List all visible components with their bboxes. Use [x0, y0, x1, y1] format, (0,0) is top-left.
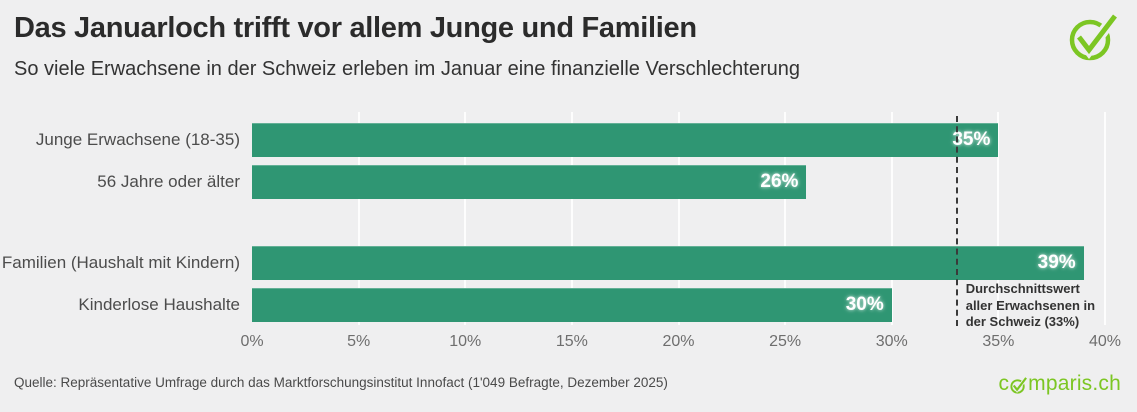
brand-suffix: mparis.ch: [1028, 372, 1121, 395]
page-subtitle: So viele Erwachsene in der Schweiz erleb…: [14, 58, 800, 80]
x-tick-label: 15%: [555, 333, 588, 350]
page-title: Das Januarloch trifft vor allem Junge un…: [14, 12, 697, 44]
gridline: [890, 112, 893, 325]
average-annotation: Durchschnittswert aller Erwachsenen in d…: [965, 281, 1096, 330]
gridline: [784, 112, 787, 325]
x-tick-label: 10%: [449, 333, 482, 350]
comparis-check-icon: [1069, 12, 1120, 61]
category-label: Kinderlose Haushalte: [78, 295, 240, 314]
x-tick-label: 5%: [347, 333, 371, 350]
comparis-logo: c mparis.ch: [998, 371, 1121, 397]
x-tick-label: 25%: [769, 333, 802, 350]
brand-prefix: c: [998, 372, 1010, 395]
gridline: [357, 112, 360, 325]
gridline: [997, 112, 1000, 325]
category-label: 56 Jahre oder älter: [97, 172, 240, 191]
category-label: Junge Erwachsene (18-35): [35, 130, 240, 149]
gridline: [677, 112, 680, 325]
category-label: Familien (Haushalt mit Kindern): [1, 253, 240, 272]
source-text: Quelle: Repräsentative Umfrage durch das…: [14, 375, 668, 390]
gridline: [570, 112, 573, 325]
x-tick-label: 40%: [1088, 333, 1122, 350]
bar-value-label: 26%: [760, 171, 799, 192]
bar: 26%: [252, 165, 807, 199]
plot-area: 35% 26% 39% 30% Durchschnittswert aller Erwa…: [252, 112, 1106, 329]
x-tick-label: 0%: [240, 333, 264, 350]
x-tick-label: 35%: [982, 333, 1015, 350]
bar: 35%: [252, 123, 999, 157]
average-line: [955, 116, 958, 326]
x-tick-label: 20%: [662, 333, 695, 350]
bar: 39%: [252, 246, 1084, 280]
bar-value-label: 35%: [952, 129, 991, 150]
bar-value-label: 30%: [845, 294, 884, 315]
gridline: [464, 112, 467, 325]
circle-check-icon: [1010, 376, 1028, 394]
x-tick-label: 30%: [875, 333, 908, 350]
gridline: [1104, 112, 1106, 325]
bar: 30%: [252, 288, 892, 322]
bar-value-label: 39%: [1037, 252, 1076, 273]
